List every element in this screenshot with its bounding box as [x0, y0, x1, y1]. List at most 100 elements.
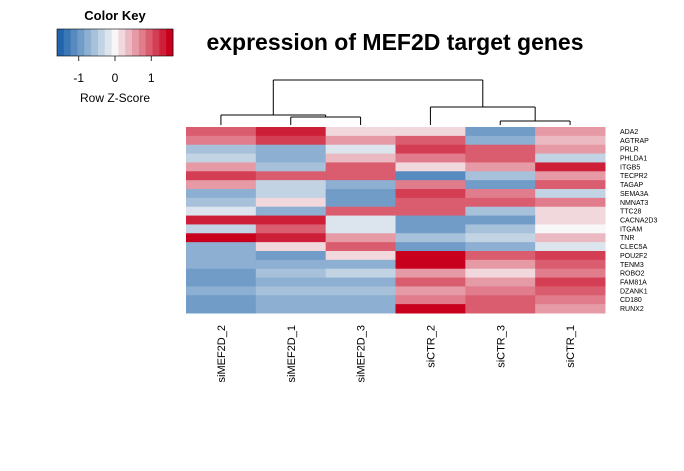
color-key-swatch [97, 29, 106, 56]
heatmap-cell [535, 197, 606, 208]
heatmap-cell [395, 189, 466, 199]
heatmap-cell [465, 171, 536, 181]
heatmap-cell [186, 251, 257, 261]
heatmap-cell [186, 135, 257, 146]
heatmap-cell [535, 127, 606, 137]
color-key-swatch [70, 29, 78, 56]
heatmap-cell [325, 268, 396, 279]
color-key-swatch [84, 29, 92, 56]
heatmap-cell [255, 206, 327, 217]
heatmap-cell [186, 224, 257, 234]
heatmap-cell [395, 304, 466, 314]
heatmap-cell [465, 295, 536, 305]
color-key-label: Row Z-Score [80, 91, 150, 105]
color-key-swatch [132, 29, 140, 56]
heatmap-cell [395, 171, 466, 181]
heatmap-cell [535, 286, 606, 296]
heatmap-cell [535, 162, 606, 172]
heatmap-cell [186, 180, 257, 190]
heatmap-cell [535, 153, 606, 163]
heatmap-cell [325, 144, 396, 155]
heatmap-cell [395, 153, 466, 163]
heatmap-cell [535, 224, 606, 234]
column-label: siMEF2D_2 [216, 325, 228, 382]
heatmap-cell [186, 233, 257, 243]
heatmap-cell [395, 224, 466, 234]
color-key-swatch [91, 29, 99, 56]
heatmap-cell [255, 304, 327, 314]
heatmap-cell [535, 304, 606, 314]
heatmap-cell [465, 304, 536, 314]
heatmap-cell [465, 259, 536, 270]
heatmap-cell [186, 197, 257, 208]
heatmap-cell [325, 162, 396, 172]
row-label: RUNX2 [620, 306, 644, 313]
chart-title: expression of MEF2D target genes [206, 29, 583, 55]
heatmap-cell [395, 144, 466, 155]
heatmap-cell [465, 180, 536, 190]
row-label: PHLDA1 [620, 156, 647, 163]
heatmap-cell [255, 277, 327, 287]
color-key-swatch [145, 29, 153, 56]
heatmap-cell [465, 189, 536, 199]
heatmap-cell [325, 233, 396, 243]
heatmap-cell [395, 295, 466, 305]
row-label: CD180 [620, 297, 642, 304]
heatmap-cell [255, 153, 327, 163]
heatmap-cell [395, 251, 466, 261]
heatmap-cell [395, 206, 466, 217]
color-key-ticks: -1 0 1 [73, 56, 155, 85]
heatmap-cell [535, 144, 606, 155]
heatmap-cell [325, 171, 396, 181]
heatmap-cell [325, 197, 396, 208]
heatmap-cell [465, 286, 536, 296]
heatmap-cell [395, 135, 466, 146]
row-label: PRLR [620, 147, 639, 154]
color-key-bar [56, 28, 174, 57]
heatmap-cell [465, 233, 536, 243]
heatmap-cell [325, 215, 396, 225]
heatmap-cell [186, 127, 257, 137]
row-label: NMNAT3 [620, 200, 648, 207]
row-label: TTC28 [620, 209, 642, 216]
column-label: siCTR_1 [565, 325, 577, 368]
heatmap-cell [535, 180, 606, 190]
heatmap-cell [325, 259, 396, 270]
heatmap-cell [325, 135, 396, 146]
color-key-swatch [111, 29, 119, 56]
heatmap-cell [325, 251, 396, 261]
heatmap-cell [325, 127, 396, 137]
heatmap-cell [255, 135, 327, 146]
heatmap-cell [465, 127, 536, 137]
heatmap-cell [465, 224, 536, 234]
heatmap-cell [255, 144, 327, 155]
heatmap-cell [186, 304, 257, 314]
heatmap-cell [186, 144, 257, 155]
heatmap-cell [186, 242, 257, 252]
color-key-swatch [138, 29, 147, 56]
heatmap-cell [255, 215, 327, 225]
column-label: siMEF2D_3 [356, 325, 368, 382]
heatmap-cell [395, 215, 466, 225]
heatmap-cell [325, 277, 396, 287]
heatmap-cell [325, 242, 396, 252]
heatmap-cell [535, 189, 606, 199]
heatmap-cell [465, 197, 536, 208]
row-label: ADA2 [620, 129, 638, 136]
row-label: ITGB5 [620, 164, 640, 171]
heatmap-cell [395, 197, 466, 208]
color-key-swatch [104, 29, 112, 56]
color-key-swatch [125, 29, 133, 56]
row-label: ITGAM [620, 226, 642, 233]
column-labels: siMEF2D_2 siMEF2D_1 siMEF2D_3 siCTR_2 siCTR_… [216, 325, 577, 382]
heatmap-cell [255, 295, 327, 305]
heatmap-cell [465, 215, 536, 225]
color-key-swatch [118, 29, 126, 56]
heatmap-cell [325, 304, 396, 314]
heatmap-cell [325, 153, 396, 163]
column-label: siCTR_3 [495, 325, 507, 368]
row-label: TECPR2 [620, 173, 648, 180]
heatmap-cell [465, 277, 536, 287]
column-label: siMEF2D_1 [286, 325, 298, 382]
